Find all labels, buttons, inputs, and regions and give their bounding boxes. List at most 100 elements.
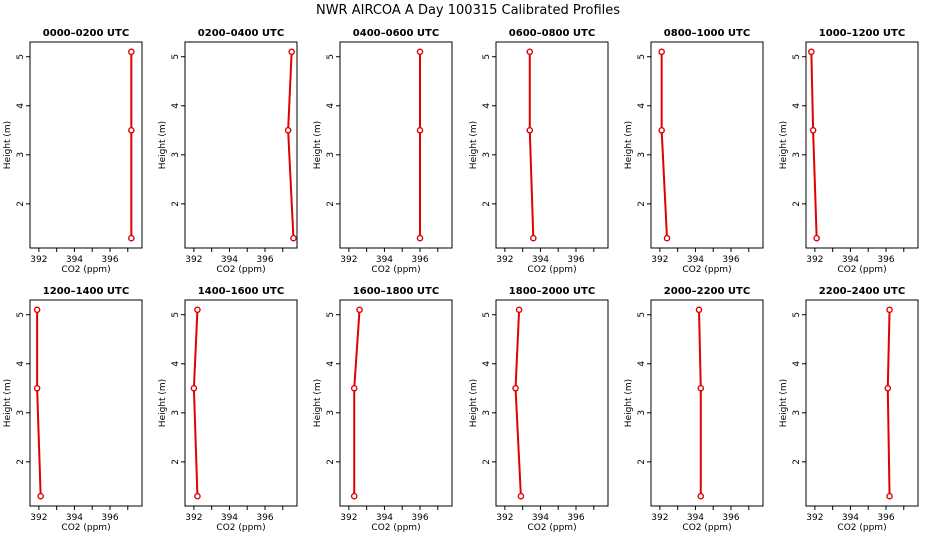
y-tick-label: 3 <box>16 410 26 416</box>
y-tick-label: 4 <box>171 103 181 109</box>
y-tick-label: 3 <box>171 410 181 416</box>
x-tick-label: 396 <box>101 255 118 265</box>
profile-point <box>813 234 820 242</box>
profile-point <box>526 126 534 134</box>
y-tick-label: 2 <box>482 459 492 465</box>
x-tick-label: 394 <box>687 513 704 523</box>
y-tick-label: 2 <box>171 201 181 207</box>
plot-frame <box>650 41 764 249</box>
x-axis-label: CO2 (ppm) <box>527 265 576 275</box>
x-tick-label: 396 <box>411 513 428 523</box>
panel-title: 0200–0400 UTC <box>198 28 284 39</box>
profile-point <box>190 384 198 392</box>
y-axis-label: Height (m) <box>3 379 13 427</box>
plot-frame <box>495 41 609 249</box>
profile-point <box>33 384 41 392</box>
profile-point <box>808 48 815 56</box>
y-tick-label: 2 <box>792 459 802 465</box>
y-tick-label: 5 <box>171 54 181 60</box>
x-tick-label: 394 <box>66 255 83 265</box>
profile-point <box>526 48 534 56</box>
y-tick-label: 4 <box>16 103 26 109</box>
y-tick-label: 3 <box>792 152 802 158</box>
x-axis-label: CO2 (ppm) <box>371 265 420 275</box>
panel-title: 0800–1000 UTC <box>664 28 750 39</box>
x-tick-label: 392 <box>30 513 47 523</box>
y-tick-label: 4 <box>16 361 26 367</box>
y-axis-label: Height (m) <box>158 121 168 169</box>
y-tick-label: 3 <box>326 152 336 158</box>
profile-point <box>663 234 671 242</box>
y-tick-label: 4 <box>326 361 336 367</box>
y-axis-label: Height (m) <box>158 379 168 427</box>
x-axis-label: CO2 (ppm) <box>61 265 110 275</box>
x-tick-label: 394 <box>221 255 238 265</box>
x-tick-label: 394 <box>842 513 859 523</box>
panel-title: 1400–1600 UTC <box>198 286 284 297</box>
y-tick-label: 3 <box>326 410 336 416</box>
profile-point <box>128 48 135 56</box>
y-tick-label: 3 <box>171 152 181 158</box>
y-tick-label: 5 <box>326 54 336 60</box>
figure-title: NWR AIRCOA A Day 100315 Calibrated Profi… <box>316 3 620 18</box>
y-axis-label: Height (m) <box>624 121 634 169</box>
profile-point <box>37 492 44 500</box>
profile-point <box>416 126 424 134</box>
y-tick-label: 2 <box>326 459 336 465</box>
y-tick-label: 4 <box>482 361 492 367</box>
x-axis-label: CO2 (ppm) <box>527 523 576 533</box>
profile-point <box>194 306 201 314</box>
panel-title: 1800–2000 UTC <box>509 286 595 297</box>
y-tick-label: 4 <box>637 361 647 367</box>
y-tick-label: 3 <box>637 152 647 158</box>
y-tick-label: 5 <box>482 54 492 60</box>
plot-frame <box>29 41 143 249</box>
y-tick-label: 5 <box>637 312 647 318</box>
x-tick-label: 394 <box>532 513 549 523</box>
y-tick-label: 4 <box>326 103 336 109</box>
x-tick-label: 396 <box>722 255 739 265</box>
profile-point <box>128 234 135 242</box>
panel-title: 2000–2200 UTC <box>664 286 750 297</box>
y-tick-label: 3 <box>16 152 26 158</box>
profile-point <box>515 306 523 314</box>
profile-point <box>517 492 525 500</box>
profile-point <box>350 384 358 392</box>
x-tick-label: 392 <box>340 255 357 265</box>
panel-title: 0600–0800 UTC <box>509 28 595 39</box>
y-tick-label: 5 <box>792 54 802 60</box>
profile-point <box>886 306 893 314</box>
y-tick-label: 5 <box>171 312 181 318</box>
profile-point <box>290 234 297 242</box>
x-tick-label: 396 <box>411 255 428 265</box>
plot-frame <box>805 299 919 507</box>
y-tick-label: 2 <box>637 201 647 207</box>
profile-point <box>194 492 201 500</box>
y-tick-label: 5 <box>16 312 26 318</box>
plot-frame <box>805 41 919 249</box>
x-tick-label: 396 <box>722 513 739 523</box>
profile-point <box>416 234 424 242</box>
y-tick-label: 5 <box>792 312 802 318</box>
panel-title: 1000–1200 UTC <box>819 28 905 39</box>
profile-point <box>512 384 519 392</box>
x-tick-label: 396 <box>877 255 894 265</box>
plot-frame <box>184 299 298 507</box>
plot-frame <box>29 299 143 507</box>
panel-title: 0000–0200 UTC <box>43 28 129 39</box>
x-axis-label: CO2 (ppm) <box>216 523 265 533</box>
y-tick-label: 2 <box>171 459 181 465</box>
y-axis-label: Height (m) <box>3 121 13 169</box>
plot-frame <box>495 299 609 507</box>
x-axis-label: CO2 (ppm) <box>371 523 420 533</box>
y-axis-label: Height (m) <box>313 121 323 169</box>
y-tick-label: 4 <box>482 103 492 109</box>
